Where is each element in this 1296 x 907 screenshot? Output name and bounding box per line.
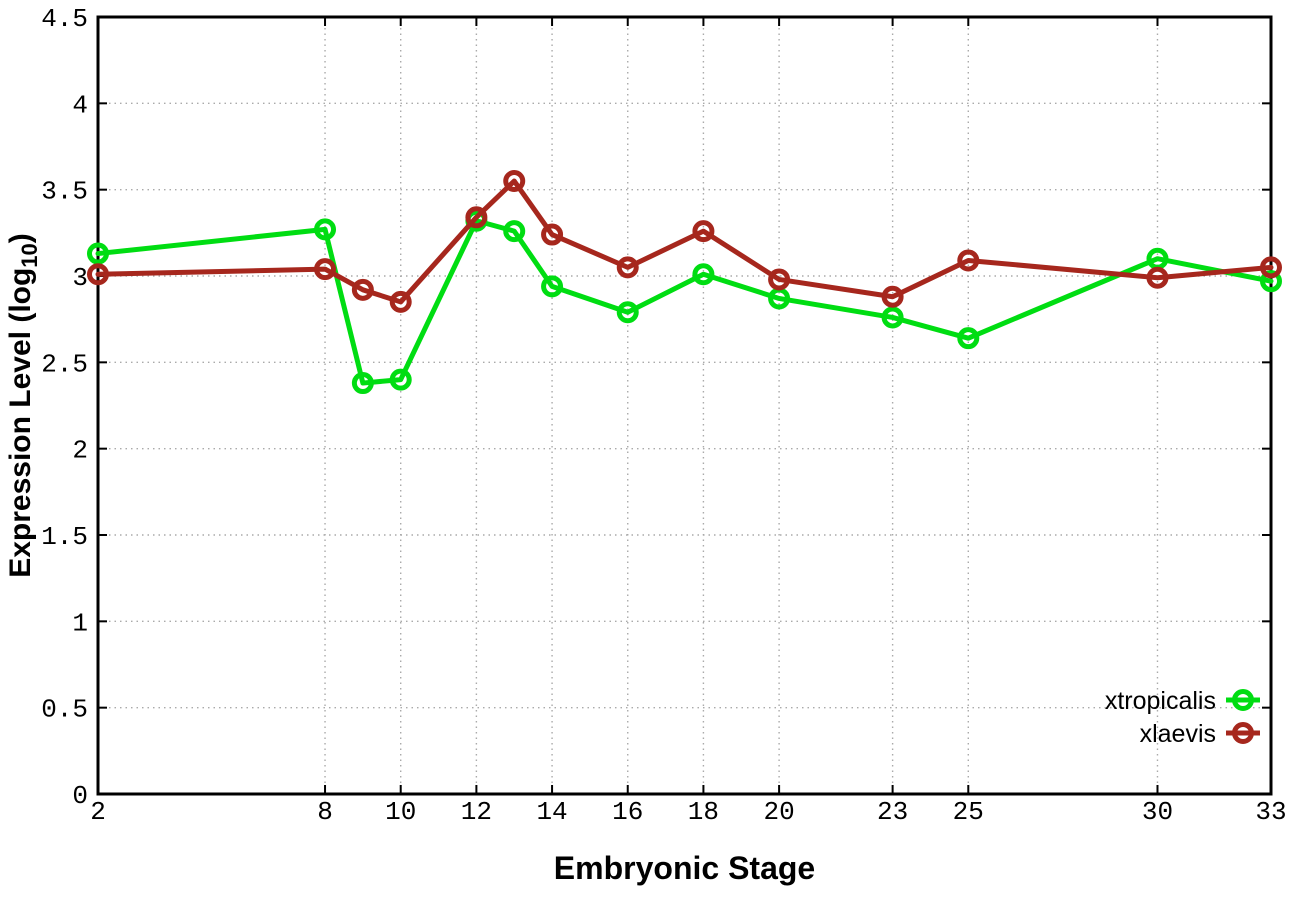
y-tick-label: 4	[72, 90, 88, 120]
data-point-xtropicalis	[314, 218, 337, 241]
y-tick-label: 3.5	[41, 177, 88, 207]
x-tick-label: 10	[385, 797, 416, 827]
x-tick-label: 30	[1142, 797, 1173, 827]
x-tick-label: 18	[688, 797, 719, 827]
x-tick-label: 25	[953, 797, 984, 827]
y-tick-label: 1	[72, 608, 88, 638]
data-point-xlaevis	[314, 258, 337, 281]
data-point-xlaevis	[692, 220, 715, 243]
data-point-xtropicalis	[541, 275, 564, 298]
data-point-xtropicalis	[881, 306, 904, 329]
x-tick-label: 23	[877, 797, 908, 827]
x-tick-label: 2	[90, 797, 106, 827]
y-tick-label: 1.5	[41, 522, 88, 552]
data-point-xlaevis	[541, 223, 564, 246]
x-tick-label: 20	[763, 797, 794, 827]
data-point-xlaevis	[389, 290, 412, 313]
x-tick-label: 16	[612, 797, 643, 827]
plot-border	[96, 15, 1273, 796]
data-point-xlaevis	[1260, 256, 1282, 279]
legend-label: xlaevis	[1140, 720, 1216, 748]
data-point-xtropicalis	[389, 368, 412, 391]
data-point-xtropicalis	[1260, 270, 1282, 293]
y-tick-label: 0	[72, 781, 88, 811]
series-xtropicalis	[87, 209, 1282, 395]
data-point-xtropicalis	[503, 220, 526, 243]
legend-sample-marker	[1232, 722, 1254, 744]
y-axis-title: Expression Level (log10)	[4, 233, 42, 578]
data-point-xtropicalis	[957, 327, 980, 350]
legend: xtropicalis xlaevis	[1105, 687, 1260, 748]
data-point-xlaevis	[1146, 266, 1169, 289]
y-tick-label: 0.5	[41, 695, 88, 725]
legend-sample-marker	[1232, 689, 1254, 711]
series-xlaevis	[87, 170, 1282, 313]
data-point-xlaevis	[351, 278, 374, 301]
data-point-xlaevis	[87, 263, 109, 286]
x-axis-title: Embryonic Stage	[554, 850, 815, 886]
data-point-xtropicalis	[692, 263, 715, 286]
legend-label: xtropicalis	[1105, 687, 1216, 715]
data-point-xtropicalis	[351, 372, 374, 395]
data-point-xtropicalis	[616, 301, 639, 324]
y-tick-labels: 0 0.5 1 1.5 2 2.5 3 3.5 4 4.5	[41, 4, 88, 811]
data-point-xlaevis	[503, 170, 526, 193]
data-point-xlaevis	[881, 285, 904, 308]
legend-entry-xlaevis: xlaevis	[1140, 720, 1260, 748]
x-tick-label: 14	[536, 797, 567, 827]
y-tick-label: 3	[72, 263, 88, 293]
y-tick-label: 2	[72, 436, 88, 466]
y-tick-label: 2.5	[41, 349, 88, 379]
y-tick-label: 4.5	[41, 4, 88, 34]
data-point-xlaevis	[465, 206, 488, 229]
data-point-xlaevis	[768, 268, 791, 291]
data-point-xlaevis	[957, 249, 980, 272]
data-point-xtropicalis	[87, 242, 109, 265]
legend-entry-xtropicalis: xtropicalis	[1105, 687, 1260, 715]
x-tick-label: 8	[317, 797, 333, 827]
x-tick-labels: 2 8 10 12 14 16 18 20 23 25 30 33	[90, 797, 1286, 827]
x-tick-label: 12	[461, 797, 492, 827]
x-tick-label: 33	[1255, 797, 1286, 827]
data-point-xlaevis	[616, 256, 639, 279]
